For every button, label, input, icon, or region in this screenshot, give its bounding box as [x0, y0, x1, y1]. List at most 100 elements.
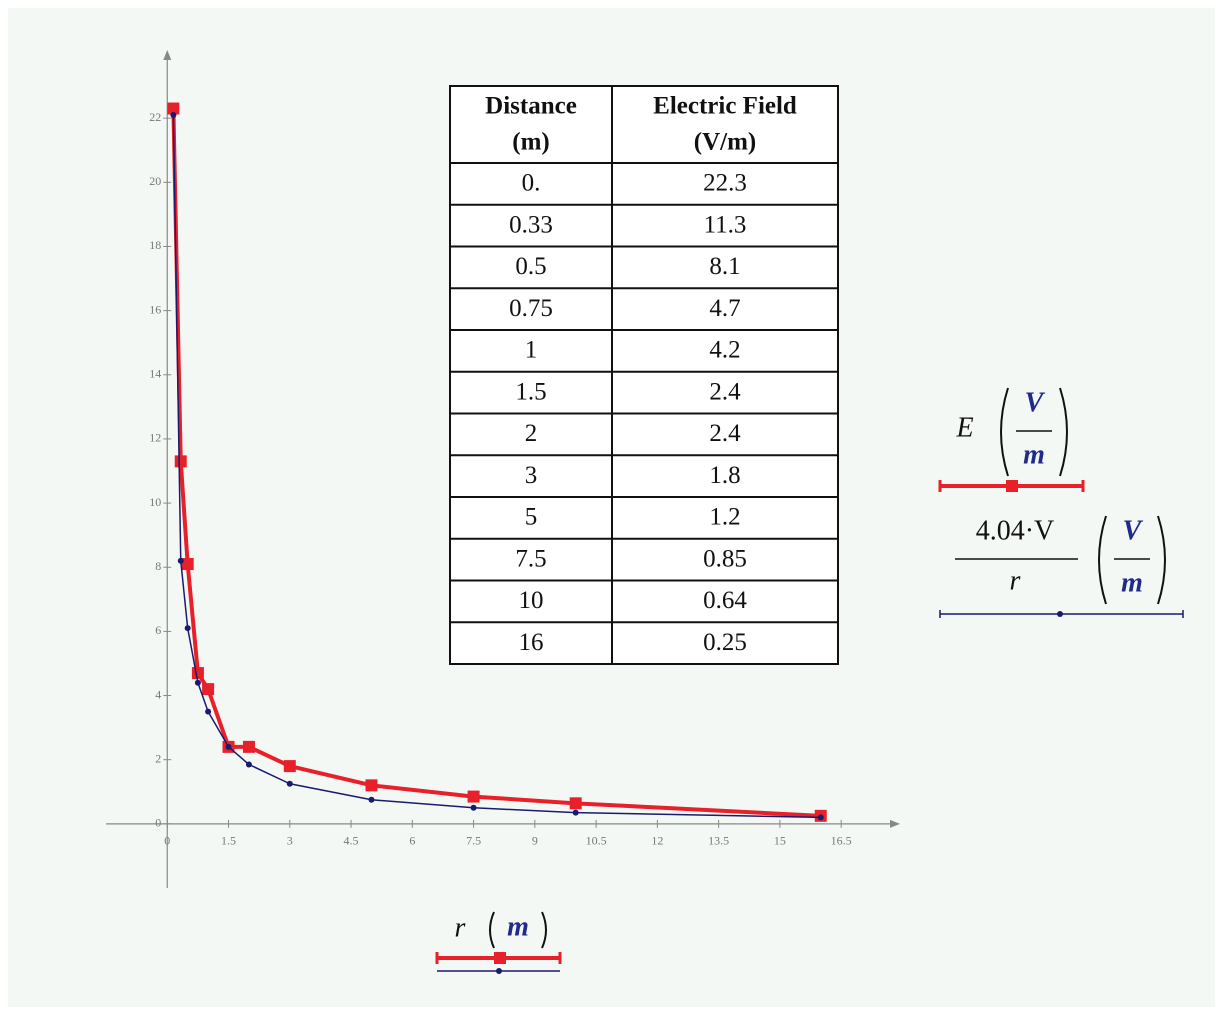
arrow — [890, 819, 900, 828]
cell: 2 — [525, 420, 538, 447]
marker — [467, 790, 480, 803]
x-tick-label: 4.5 — [344, 834, 359, 848]
marker — [181, 558, 194, 571]
cell: 11.3 — [704, 211, 747, 238]
marker — [205, 708, 212, 715]
cell: 5 — [525, 504, 538, 531]
cell: 0.85 — [703, 545, 747, 572]
cell: 2.4 — [709, 378, 741, 405]
legend-marker — [496, 968, 502, 974]
y-tick-label: 20 — [149, 174, 161, 188]
x-tick-label: 15 — [774, 834, 786, 848]
legend-marker — [1006, 480, 1018, 492]
table: Distance (m) Electric Field (V/m) 0. 22.3 0.33… — [449, 85, 839, 665]
marker — [194, 679, 201, 686]
marker — [167, 102, 180, 115]
cell: 10 — [519, 587, 544, 614]
legend: E V m 4.04·V r V m r m — [435, 387, 1184, 974]
x-tick-label: 3 — [287, 834, 293, 848]
marker — [170, 111, 177, 118]
cell: 4.2 — [709, 337, 740, 364]
marker — [191, 667, 204, 680]
series-line — [171, 108, 821, 818]
paren — [1000, 387, 1009, 477]
marker — [177, 557, 184, 564]
arrow — [163, 50, 172, 60]
paren — [1157, 515, 1166, 605]
legend-marker — [1057, 611, 1063, 617]
plot — [167, 102, 827, 822]
header-cell: (m) — [512, 129, 549, 156]
y-tick-label: 14 — [149, 367, 161, 381]
cell: 3 — [525, 462, 538, 489]
x-axis-unit: m — [507, 911, 529, 942]
paren — [1098, 515, 1107, 605]
cell: 0.75 — [509, 295, 553, 322]
marker — [242, 740, 255, 753]
y-tick-label: 18 — [149, 238, 161, 252]
series-name: E — [955, 412, 973, 443]
x-tick-label: 16.5 — [831, 834, 852, 848]
marker — [286, 780, 293, 787]
cell: 1.8 — [709, 462, 740, 489]
marker — [470, 804, 477, 811]
cell: 0.25 — [703, 629, 747, 656]
unit: m — [1121, 567, 1143, 598]
y-tick-label: 12 — [149, 431, 161, 445]
y-tick-label: 6 — [155, 623, 161, 637]
cell: 0.33 — [509, 211, 553, 238]
unit: m — [1023, 439, 1045, 470]
marker — [184, 625, 191, 632]
axes: 0 1.5 3 4.5 6 7.5 9 10.5 12 13.5 15 16.502468101214… — [106, 50, 900, 888]
x-tick-label: 1.5 — [221, 834, 236, 848]
cell: 1 — [525, 337, 538, 364]
x-tick-label: 7.5 — [466, 834, 481, 848]
y-tick-label: 8 — [155, 559, 161, 573]
y-tick-label: 16 — [149, 302, 161, 316]
cell: 22.3 — [703, 170, 747, 197]
cell: 0. — [522, 170, 541, 197]
series-name: 4.04·V — [976, 515, 1055, 546]
cell: 8.1 — [709, 253, 740, 280]
cell: 16 — [519, 629, 544, 656]
header-cell: Distance — [485, 93, 577, 120]
marker — [202, 683, 215, 696]
x-tick-label: 13.5 — [708, 834, 729, 848]
y-tick-label: 4 — [155, 687, 161, 701]
marker — [225, 743, 232, 750]
cell: 0.64 — [703, 587, 747, 614]
paren — [1059, 387, 1068, 477]
marker — [368, 796, 375, 803]
unit: V — [1123, 515, 1144, 546]
series-line — [172, 114, 821, 819]
x-tick-label: 10.5 — [586, 834, 607, 848]
marker — [174, 455, 187, 468]
marker — [283, 760, 296, 773]
cell: 0.5 — [515, 253, 546, 280]
header-cell: Electric Field — [653, 93, 797, 120]
cell: 2.4 — [709, 420, 741, 447]
unit: V — [1025, 387, 1046, 418]
cell: 4.7 — [709, 295, 740, 322]
x-axis-label: r — [455, 912, 466, 943]
paren — [541, 911, 547, 949]
marker — [572, 809, 579, 816]
marker — [365, 779, 378, 792]
legend-marker — [494, 952, 506, 964]
marker — [817, 814, 824, 821]
cell: 1.5 — [515, 378, 546, 405]
cell: 1.2 — [709, 504, 740, 531]
x-tick-label: 0 — [164, 834, 170, 848]
marker — [245, 761, 252, 768]
paren — [489, 911, 495, 949]
y-tick-label: 10 — [149, 495, 161, 509]
y-tick-label: 2 — [155, 751, 161, 765]
x-tick-label: 6 — [409, 834, 415, 848]
series-name: r — [1010, 565, 1021, 596]
marker — [569, 797, 582, 810]
x-tick-label: 12 — [651, 834, 663, 848]
cell: 7.5 — [515, 545, 546, 572]
x-tick-label: 9 — [532, 834, 538, 848]
y-tick-label: 0 — [155, 816, 161, 830]
